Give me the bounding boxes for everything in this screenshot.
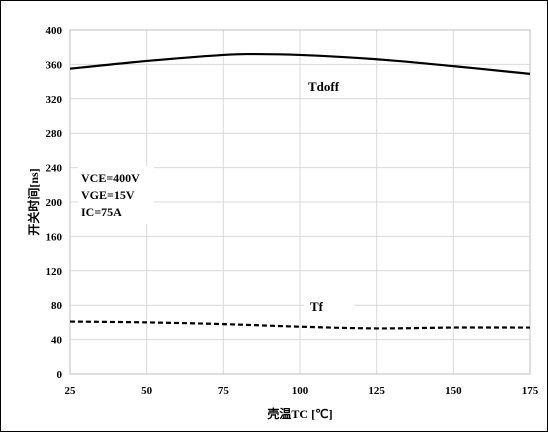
annotation-0: VCE=400V — [81, 171, 140, 185]
series-label-background-tf — [304, 297, 354, 317]
x-tick-label-1: 50 — [141, 385, 153, 397]
y-tick-label-3: 120 — [46, 266, 63, 278]
x-tick-label-2: 75 — [218, 385, 230, 397]
y-tick-label-0: 0 — [57, 369, 63, 381]
y-axis-title: 开关时间[ns] — [26, 168, 41, 235]
series-label-tdoff: Tdoff — [308, 79, 340, 94]
x-tick-label-5: 150 — [445, 385, 462, 397]
axis-titles: 壳温TC [℃] 开关时间[ns] — [26, 168, 333, 421]
x-tick-label-4: 125 — [368, 385, 385, 397]
plot-area-border — [69, 29, 531, 375]
annotation-2: IC=75A — [81, 205, 122, 219]
series-label-tf: Tf — [310, 299, 324, 314]
annotation-backgrounds — [78, 166, 154, 224]
x-tick-label-0: 25 — [65, 385, 77, 397]
y-tick-label-7: 280 — [46, 128, 63, 140]
series-line-tf — [69, 320, 531, 330]
grid-lines — [69, 29, 531, 375]
y-tick-label-2: 80 — [51, 300, 63, 312]
series-label-background-tdoff — [302, 77, 352, 97]
annotation-1: VGE=15V — [81, 188, 135, 202]
x-tick-label-6: 175 — [522, 385, 539, 397]
y-tick-label-5: 200 — [46, 197, 63, 209]
y-tick-label-10: 400 — [46, 25, 63, 37]
y-tick-label-6: 240 — [46, 163, 63, 175]
x-axis-title: 壳温TC [℃] — [266, 406, 332, 421]
annotations: VCE=400V VGE=15V IC=75A — [81, 171, 140, 219]
series-line-tdoff — [69, 52, 531, 75]
series-labels: Tdoff Tf — [302, 77, 354, 317]
tick-labels: 0 40 80 120 160 200 240 280 320 360 400 25 50 75 100 12… — [46, 25, 539, 397]
y-tick-label-9: 360 — [46, 59, 63, 71]
x-tick-label-3: 100 — [292, 385, 309, 397]
series-lines — [69, 52, 531, 330]
annotation-background — [78, 166, 154, 224]
y-tick-label-4: 160 — [46, 231, 63, 243]
y-tick-label-1: 40 — [51, 335, 63, 347]
y-tick-label-8: 320 — [46, 94, 63, 106]
